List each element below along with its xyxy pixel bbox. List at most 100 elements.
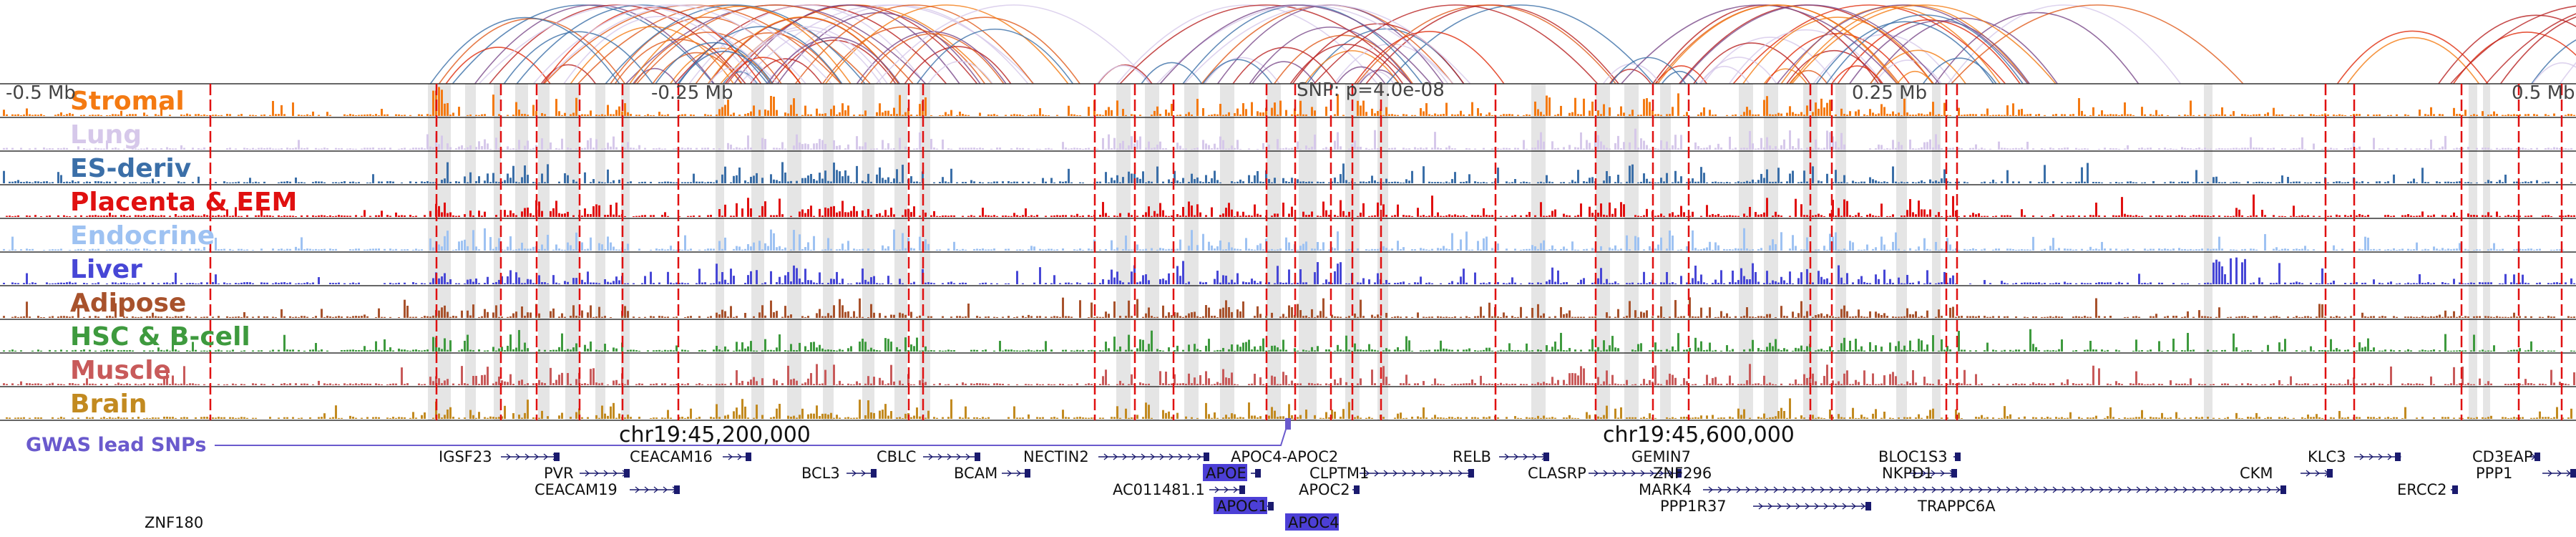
loop-arc [1621,4,1898,84]
signal-bar [358,182,360,183]
signal-bar [2121,249,2123,251]
signal-bar [2044,165,2046,183]
signal-bar [2026,316,2029,318]
signal-bar [2052,316,2054,318]
signal-bar [1820,276,1823,284]
signal-bar [856,165,858,183]
signal-bar [1176,214,1179,217]
signal-bar [2547,316,2550,318]
signal-bar [2519,248,2521,251]
signal-bar [716,114,718,116]
signal-bar [398,148,400,150]
signal-bar [2052,238,2054,251]
signal-bar [301,182,303,183]
signal-bar [1511,216,1513,217]
signal-bar [761,178,763,183]
signal-bar [1554,316,1556,318]
signal-bar [1016,316,1018,318]
signal-bar [1886,148,1888,150]
signal-bar [2181,249,2183,251]
signal-bar [850,182,852,183]
signal-bar [610,282,612,284]
signal-bar [1577,283,1579,284]
signal-bar [429,146,431,150]
signal-bar [1531,308,1533,318]
signal-bar [1923,115,1926,116]
signal-bar [2218,115,2220,116]
signal-bar [853,311,855,318]
signal-bar [103,216,105,217]
signal-bar [2553,113,2555,116]
signal-bar [2296,248,2298,251]
signal-bar [2084,216,2086,217]
signal-bar [2427,282,2429,284]
signal-bar [1995,248,1997,251]
signal-bar [2464,248,2467,251]
signal-bar [1305,114,1307,116]
signal-bar [2545,114,2547,116]
signal-bar [716,263,718,284]
signal-bar [2009,215,2011,217]
loop-arc [2336,30,2489,84]
signal-bar [1755,115,1757,116]
signal-bar [1105,148,1107,150]
signal-bar [1843,199,1845,217]
signal-bar [1528,248,1531,251]
signal-bar [1517,316,1519,318]
signal-bar [2029,282,2031,284]
signal-bar [1812,215,1814,217]
signal-bar [2233,147,2235,150]
signal-bar [2046,182,2049,183]
signal-bar [2456,216,2458,217]
signal-bar [2058,148,2060,150]
signal-bar [1028,249,1030,251]
signal-bar [942,316,944,318]
signal-bar [1640,138,1642,150]
signal-bar [2175,316,2177,318]
signal-bar [807,144,809,150]
signal-bar [1772,181,1774,183]
signal-bar [1139,249,1141,251]
signal-bar [432,247,434,251]
signal-bar [1629,165,1631,183]
signal-bar [507,316,509,318]
signal-bar [469,349,472,352]
signal-bar [1786,148,1788,150]
signal-bar [781,248,784,251]
signal-bar [993,181,995,183]
signal-bar [1714,147,1717,150]
signal-bar [684,316,686,318]
signal-bar [2379,316,2381,318]
signal-bar [1551,245,1553,251]
signal-bar [2112,148,2114,150]
signal-bar [1878,279,1880,284]
signal-bar [126,248,128,251]
signal-bar [804,316,806,318]
signal-bar [610,205,612,217]
signal-bar [152,350,154,352]
signal-bar [43,115,45,116]
signal-bar [2424,182,2426,183]
signal-bar [263,316,265,318]
signal-bar [1892,111,1894,116]
signal-bar [1860,276,1863,284]
signal-bar [870,304,872,318]
signal-bar [2318,182,2321,183]
signal-bar [1506,248,1508,251]
signal-bar [1411,249,1413,251]
signal-bar [2373,248,2375,251]
signal-bar [2513,215,2515,217]
signal-bar [1800,301,1802,318]
signal-bar [509,334,512,352]
signal-bar [57,215,59,217]
signal-bar [1431,316,1433,318]
signal-bar [1282,283,1284,284]
signal-bar [2424,114,2426,116]
signal-bar [398,348,400,352]
signal-bar [2127,215,2129,217]
signal-bar [1488,215,1491,217]
signal-bar [2132,216,2135,217]
signal-bar [2376,181,2378,183]
signal-bar [2038,182,2040,183]
signal-bar [295,246,297,251]
